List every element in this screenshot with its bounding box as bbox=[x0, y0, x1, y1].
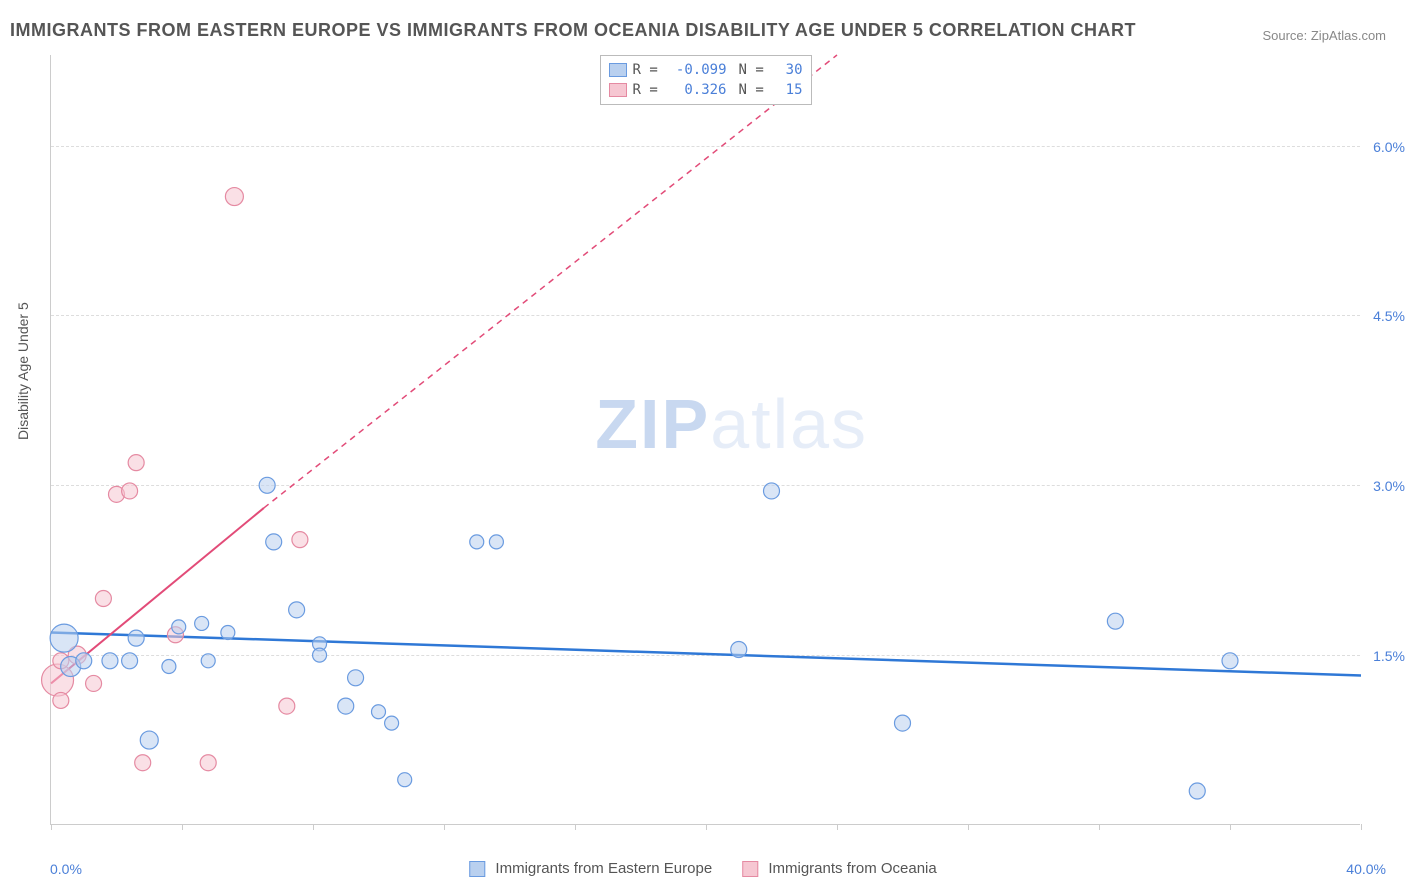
legend-n-value-blue: 30 bbox=[773, 60, 803, 80]
chart-svg bbox=[51, 55, 1360, 824]
chart-title: IMMIGRANTS FROM EASTERN EUROPE VS IMMIGR… bbox=[10, 20, 1136, 41]
y-tick-label: 4.5% bbox=[1373, 308, 1405, 324]
y-tick-label: 1.5% bbox=[1373, 648, 1405, 664]
y-tick-label: 3.0% bbox=[1373, 478, 1405, 494]
legend-n-label: N = bbox=[739, 80, 767, 100]
y-tick-label: 6.0% bbox=[1373, 139, 1405, 155]
legend-item-oceania: Immigrants from Oceania bbox=[742, 860, 937, 877]
x-axis-min-label: 0.0% bbox=[50, 861, 82, 877]
correlation-legend: R = -0.099 N = 30 R = 0.326 N = 15 bbox=[600, 55, 812, 105]
legend-r-value-blue: -0.099 bbox=[667, 60, 727, 80]
plot-area: ZIPatlas 1.5%3.0%4.5%6.0% R = -0.099 N =… bbox=[50, 55, 1360, 825]
legend-label-eastern-europe: Immigrants from Eastern Europe bbox=[495, 860, 712, 877]
legend-n-value-pink: 15 bbox=[773, 80, 803, 100]
legend-swatch-oceania bbox=[742, 861, 758, 877]
legend-swatch-blue bbox=[609, 63, 627, 77]
legend-row-pink: R = 0.326 N = 15 bbox=[609, 80, 803, 100]
legend-swatch-eastern-europe bbox=[469, 861, 485, 877]
legend-r-label: R = bbox=[633, 60, 661, 80]
x-axis-max-label: 40.0% bbox=[1346, 861, 1386, 877]
legend-item-eastern-europe: Immigrants from Eastern Europe bbox=[469, 860, 712, 877]
legend-row-blue: R = -0.099 N = 30 bbox=[609, 60, 803, 80]
legend-r-label: R = bbox=[633, 80, 661, 100]
source-label: Source: ZipAtlas.com bbox=[1262, 28, 1386, 43]
legend-n-label: N = bbox=[739, 60, 767, 80]
y-axis-title: Disability Age Under 5 bbox=[15, 302, 31, 440]
series-legend: Immigrants from Eastern Europe Immigrant… bbox=[469, 860, 936, 877]
legend-swatch-pink bbox=[609, 83, 627, 97]
legend-label-oceania: Immigrants from Oceania bbox=[768, 860, 936, 877]
legend-r-value-pink: 0.326 bbox=[667, 80, 727, 100]
